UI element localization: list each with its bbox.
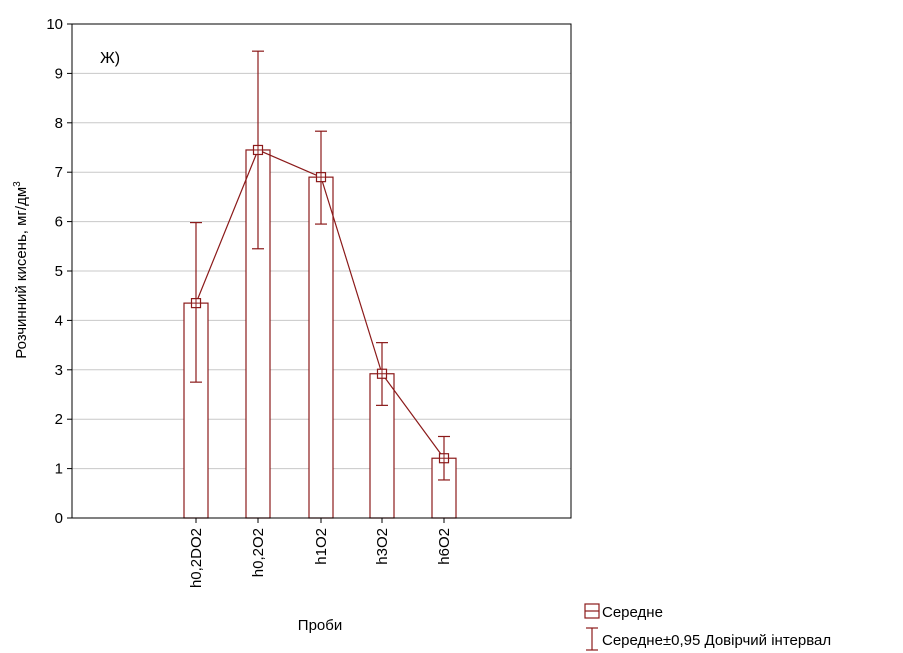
y-tick-label: 9 [55,65,63,82]
mean-marker [190,298,202,309]
y-axis-title: Розчинний кисень, мг/дм3 [12,181,30,359]
x-axis-ticks: h0,2DO2 h0,2O2 h1O2 h3O2 h6O2 [188,518,453,588]
y-tick-label: 5 [55,263,63,280]
y-tick-label: 3 [55,362,63,379]
legend-mean-symbol [584,603,600,619]
y-axis-title-superscript: 3 [12,181,23,187]
mean-marker [438,453,450,464]
panel-label: Ж) [100,50,120,67]
y-tick-label: 8 [55,115,63,132]
y-tick-label: 4 [55,312,63,329]
x-tick-label: h6O2 [436,528,453,565]
x-tick-label: h1O2 [313,528,330,565]
mean-marker [315,172,327,183]
y-tick-label: 2 [55,411,63,428]
mean-marker [252,144,264,156]
legend-mean-label: Середне [602,604,663,621]
mean-markers [190,144,450,464]
y-tick-label: 7 [55,164,63,181]
y-axis-ticks: 0 1 2 3 4 5 6 7 8 9 10 [46,16,72,527]
y-tick-label: 0 [55,510,63,527]
y-tick-label: 1 [55,461,63,478]
bars [183,149,457,519]
y-tick-label: 6 [55,214,63,231]
bar [308,176,334,519]
x-axis-title: Проби [298,617,342,634]
y-tick-label: 10 [46,16,63,33]
x-tick-label: h0,2DO2 [188,528,205,588]
mean-marker [376,368,388,379]
legend-ci-symbol [586,627,598,651]
legend-ci-label: Середне±0,95 Довірчий інтервал [602,632,831,649]
legend: Середне Середне±0,95 Довірчий інтервал [584,603,831,651]
x-tick-label: h3O2 [374,528,391,565]
x-tick-label: h0,2O2 [250,528,267,577]
y-axis-title-main: Розчинний кисень, мг/дм [13,187,30,359]
